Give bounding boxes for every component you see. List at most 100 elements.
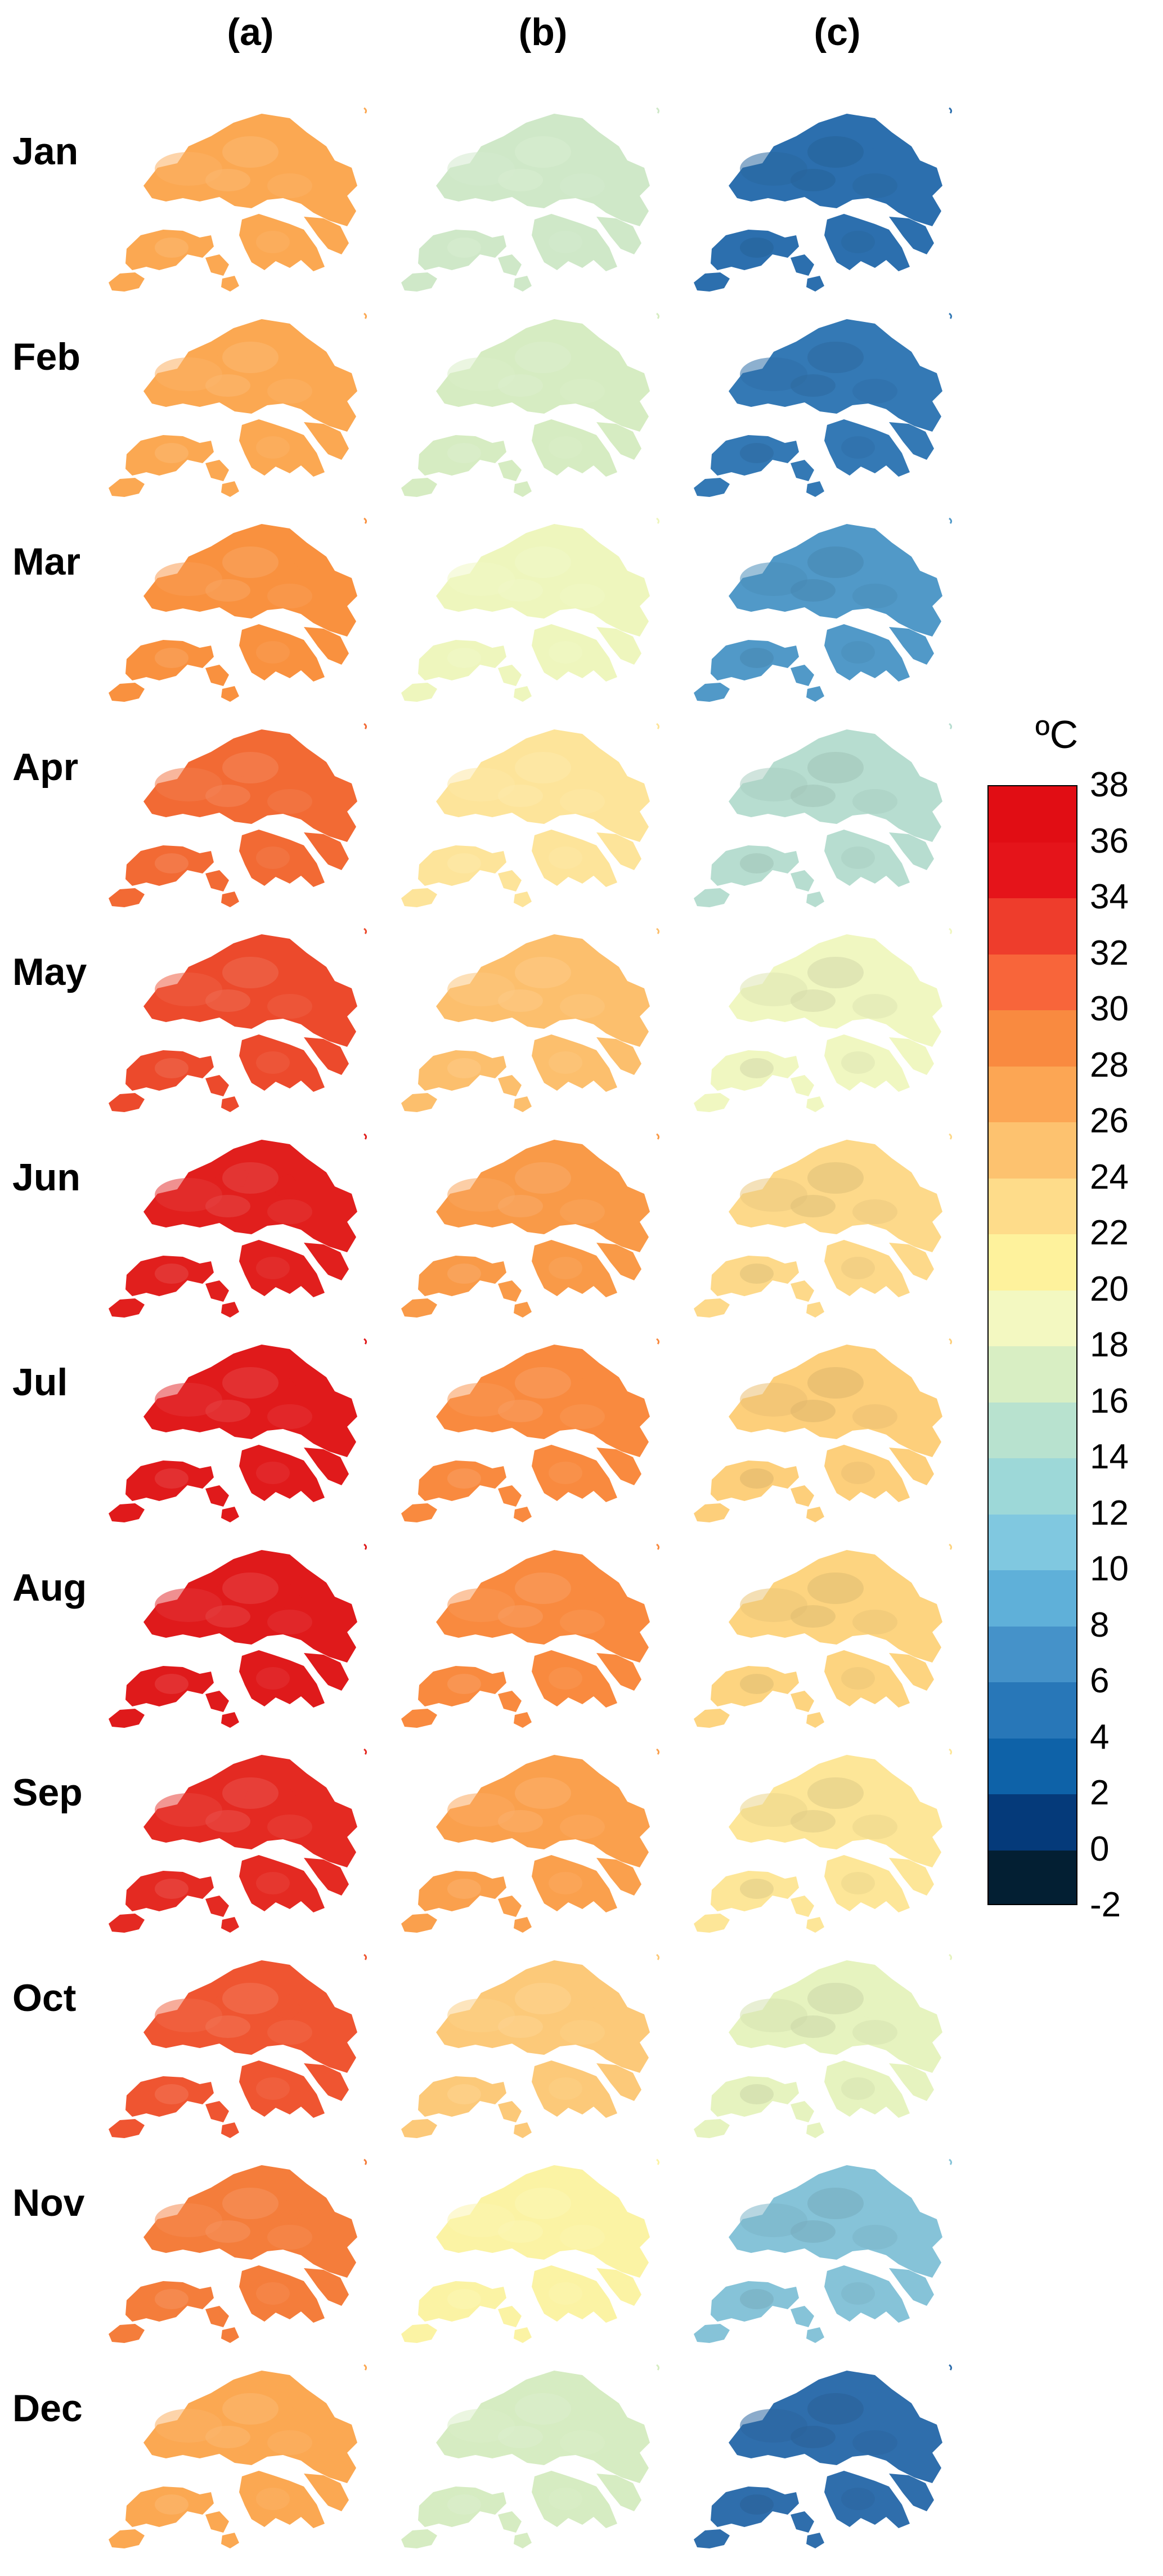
- land-region: [436, 319, 650, 432]
- terrain-variation: [549, 436, 582, 459]
- land-region: [858, 1378, 887, 1404]
- terrain-variation: [222, 1982, 279, 2014]
- map-svg: [694, 1338, 953, 1522]
- terrain-variation: [447, 1383, 515, 1417]
- temperature-map-apr-b: [397, 717, 661, 911]
- land-region: [694, 1503, 730, 1522]
- land-region: [596, 217, 641, 254]
- temperature-map-feb-c: [689, 307, 954, 501]
- land-region: [498, 1690, 522, 1712]
- terrain-variation: [205, 374, 250, 397]
- terrain-variation: [447, 2408, 515, 2443]
- temperature-map-oct-a: [104, 1948, 369, 2142]
- map-svg: [694, 312, 953, 497]
- land-region: [806, 1301, 824, 1318]
- land-region: [806, 2327, 824, 2343]
- land-region: [221, 481, 239, 497]
- colorbar-tick-label: 22: [1090, 1213, 1129, 1252]
- land-region: [401, 1093, 437, 1112]
- outlying-island: [656, 1954, 660, 1960]
- map-svg: [109, 1133, 367, 1318]
- terrain-variation: [560, 2430, 605, 2455]
- outlying-island: [363, 107, 367, 114]
- land-region: [514, 2122, 532, 2138]
- land-region: [694, 2529, 730, 2548]
- outlying-island: [363, 1338, 367, 1345]
- map-svg: [109, 2364, 367, 2548]
- map-svg: [109, 1954, 367, 2138]
- outlying-island: [656, 1338, 660, 1345]
- colorbar-bin: [989, 1738, 1076, 1795]
- colorbar-bin: [989, 1402, 1076, 1459]
- terrain-variation: [852, 2225, 897, 2250]
- colorbar: [987, 785, 1077, 1905]
- terrain-variation: [852, 1404, 897, 1429]
- terrain-variation: [205, 2425, 250, 2448]
- land-region: [694, 477, 730, 497]
- terrain-variation: [740, 1879, 774, 1899]
- land-region: [436, 1755, 650, 1867]
- terrain-variation: [560, 584, 605, 608]
- terrain-variation: [205, 1400, 250, 1422]
- terrain-variation: [515, 1162, 571, 1194]
- outlying-island: [363, 1543, 367, 1550]
- terrain-variation: [498, 1605, 543, 1628]
- terrain-variation: [852, 2430, 897, 2455]
- outlying-island: [949, 1133, 953, 1140]
- land-region: [791, 2511, 814, 2533]
- terrain-variation: [256, 231, 290, 253]
- land-region: [143, 2370, 357, 2483]
- terrain-variation: [498, 2015, 543, 2038]
- terrain-variation: [740, 2084, 774, 2104]
- land-region: [596, 2063, 641, 2101]
- land-region: [436, 2165, 650, 2278]
- terrain-variation: [560, 1815, 605, 1839]
- temperature-map-mar-c: [689, 512, 954, 706]
- terrain-variation: [222, 1777, 279, 1809]
- terrain-variation: [256, 641, 290, 664]
- terrain-variation: [740, 1673, 774, 1694]
- map-svg: [694, 1954, 953, 2138]
- land-region: [694, 1298, 730, 1318]
- land-region: [221, 2532, 239, 2548]
- land-region: [858, 147, 887, 173]
- terrain-variation: [807, 341, 864, 373]
- land-region: [858, 763, 887, 789]
- colorbar-tick-label: -2: [1090, 1885, 1121, 1924]
- land-region: [436, 524, 650, 637]
- land-region: [273, 968, 302, 994]
- land-region: [565, 147, 595, 173]
- colorbar-bin: [989, 1346, 1076, 1403]
- land-region: [273, 1993, 302, 2020]
- column-header-b: (b): [518, 11, 568, 53]
- terrain-variation: [515, 341, 571, 373]
- colorbar-bin: [989, 898, 1076, 955]
- temperature-map-aug-c: [689, 1538, 954, 1732]
- land-region: [694, 1708, 730, 1728]
- land-region: [596, 2473, 641, 2511]
- outlying-island: [656, 723, 660, 729]
- terrain-variation: [447, 2494, 481, 2515]
- land-region: [143, 114, 357, 226]
- colorbar-bin: [989, 954, 1076, 1011]
- terrain-variation: [740, 1263, 774, 1284]
- land-region: [205, 2306, 229, 2327]
- terrain-variation: [155, 1263, 188, 1284]
- colorbar-bin: [989, 1066, 1076, 1123]
- outlying-island: [363, 1133, 367, 1140]
- terrain-variation: [791, 169, 836, 191]
- outlying-island: [363, 2158, 367, 2165]
- terrain-variation: [515, 751, 571, 783]
- land-region: [565, 558, 595, 584]
- colorbar-tick-label: 26: [1090, 1101, 1129, 1140]
- terrain-variation: [807, 957, 864, 988]
- terrain-variation: [549, 641, 582, 664]
- land-region: [806, 1917, 824, 1933]
- terrain-variation: [791, 1400, 836, 1422]
- land-region: [791, 870, 814, 891]
- land-region: [498, 459, 522, 481]
- terrain-variation: [155, 442, 188, 463]
- terrain-variation: [155, 2494, 188, 2515]
- land-region: [596, 422, 641, 460]
- colorbar-bin: [989, 1290, 1076, 1347]
